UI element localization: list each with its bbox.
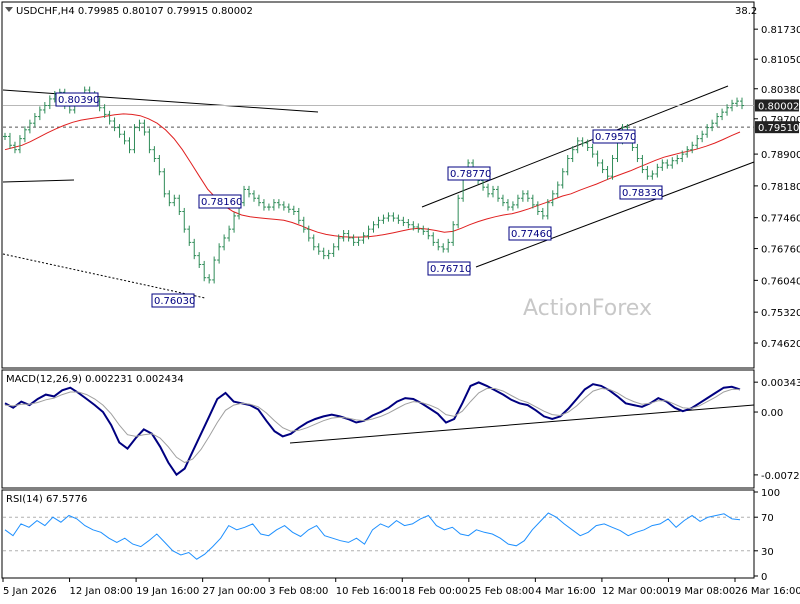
annotation-label: 0.78330 [622,188,663,199]
trend-line-short-horizontal [2,179,75,183]
x-tick-label: 19 Jan 16:00 [136,586,199,597]
macd-title: MACD(12,26,9) 0.002231 0.002434 [6,374,184,385]
rsi-pane [1,489,755,579]
y-tick-label: 0.00 [761,408,783,419]
annotation-box: 0.76030 [151,293,195,308]
y-tick-label: 0.79700 [761,115,800,126]
channel-lower-line [475,161,755,268]
y-tick-label: 0.76760 [761,245,800,256]
macd-trend-line [289,404,755,444]
y-tick-label: 0.81730 [761,25,800,36]
annotation-label: 0.78160 [201,197,242,208]
moving-average-line [4,113,741,238]
annotation-label: 0.79570 [595,132,636,143]
watermark-text: ActionForex [523,296,652,321]
y-tick-label: 0.78180 [761,182,800,193]
annotation-box: 0.79570 [592,129,636,144]
corner-label: 38.2 [735,6,757,17]
annotation-box: 0.78770 [447,166,491,181]
y-tick-label: 100 [761,488,780,499]
rsi-line [4,512,741,560]
annotation-box: 0.77460 [508,226,552,241]
macd-line [4,381,741,477]
signal-line [4,387,740,464]
price-tag [755,99,799,112]
x-tick-label: 4 Mar 16:00 [535,586,595,597]
annotation-label: 0.77460 [511,229,552,240]
y-tick-label: 0 [761,572,767,583]
price-tag-label: 0.80002 [758,101,799,112]
x-tick-label: 12 Jan 08:00 [70,586,133,597]
y-tick-label: 0.76040 [761,276,800,287]
annotation-box: 0.80390 [55,92,99,107]
annotation-box: 0.78160 [198,194,242,209]
channel-upper-line [421,85,729,208]
price-title-text: USDCHF,H4 0.79985 0.80107 0.79915 0.8000… [16,6,253,17]
x-tick-label: 18 Feb 00:00 [402,586,468,597]
y-tick-label: -0.007223 [761,471,800,482]
y-tick-label: 0.75320 [761,308,800,319]
x-tick-label: 10 Feb 16:00 [336,586,402,597]
price-annotations: 0.80390 0.78160 0.76030 0.78770 0.76710 … [55,92,663,308]
price-tag-label: 0.79510 [758,123,799,134]
x-tick-label: 3 Feb 08:00 [269,586,328,597]
y-tick-label: 0.74620 [761,339,800,350]
y-tick-label: 0.77460 [761,214,800,225]
macd-pane [1,369,755,489]
y-tick-label: 70 [761,513,774,524]
price-pane [1,1,755,369]
y-tick-label: 0.003432 [761,378,800,389]
x-tick-label: 27 Jan 00:00 [203,586,266,597]
annotation-box: 0.78330 [619,185,663,200]
x-tick-label: 25 Feb 08:00 [469,586,535,597]
trend-line-dotted-support [2,253,206,299]
y-tick-label: 30 [761,547,774,558]
price-tag [755,121,799,134]
annotation-label: 0.78770 [450,169,491,180]
annotation-label: 0.80390 [58,95,99,106]
x-tick-label: 26 Mar 16:00 [735,586,800,597]
annotation-label: 0.76030 [154,296,195,307]
y-tick-label: 0.81050 [761,55,800,66]
y-tick-label: 0.80380 [761,85,800,96]
x-tick-label: 5 Jan 2026 [3,586,57,597]
price-title: USDCHF,H4 0.79985 0.80107 0.79915 0.8000… [5,6,253,17]
x-tick-label: 19 Mar 08:00 [668,586,735,597]
rsi-title: RSI(14) 67.5776 [6,494,87,505]
annotation-label: 0.76710 [430,264,471,275]
x-tick-label: 12 Mar 00:00 [602,586,669,597]
annotation-box: 0.76710 [427,261,471,276]
y-tick-label: 0.78900 [761,150,800,161]
